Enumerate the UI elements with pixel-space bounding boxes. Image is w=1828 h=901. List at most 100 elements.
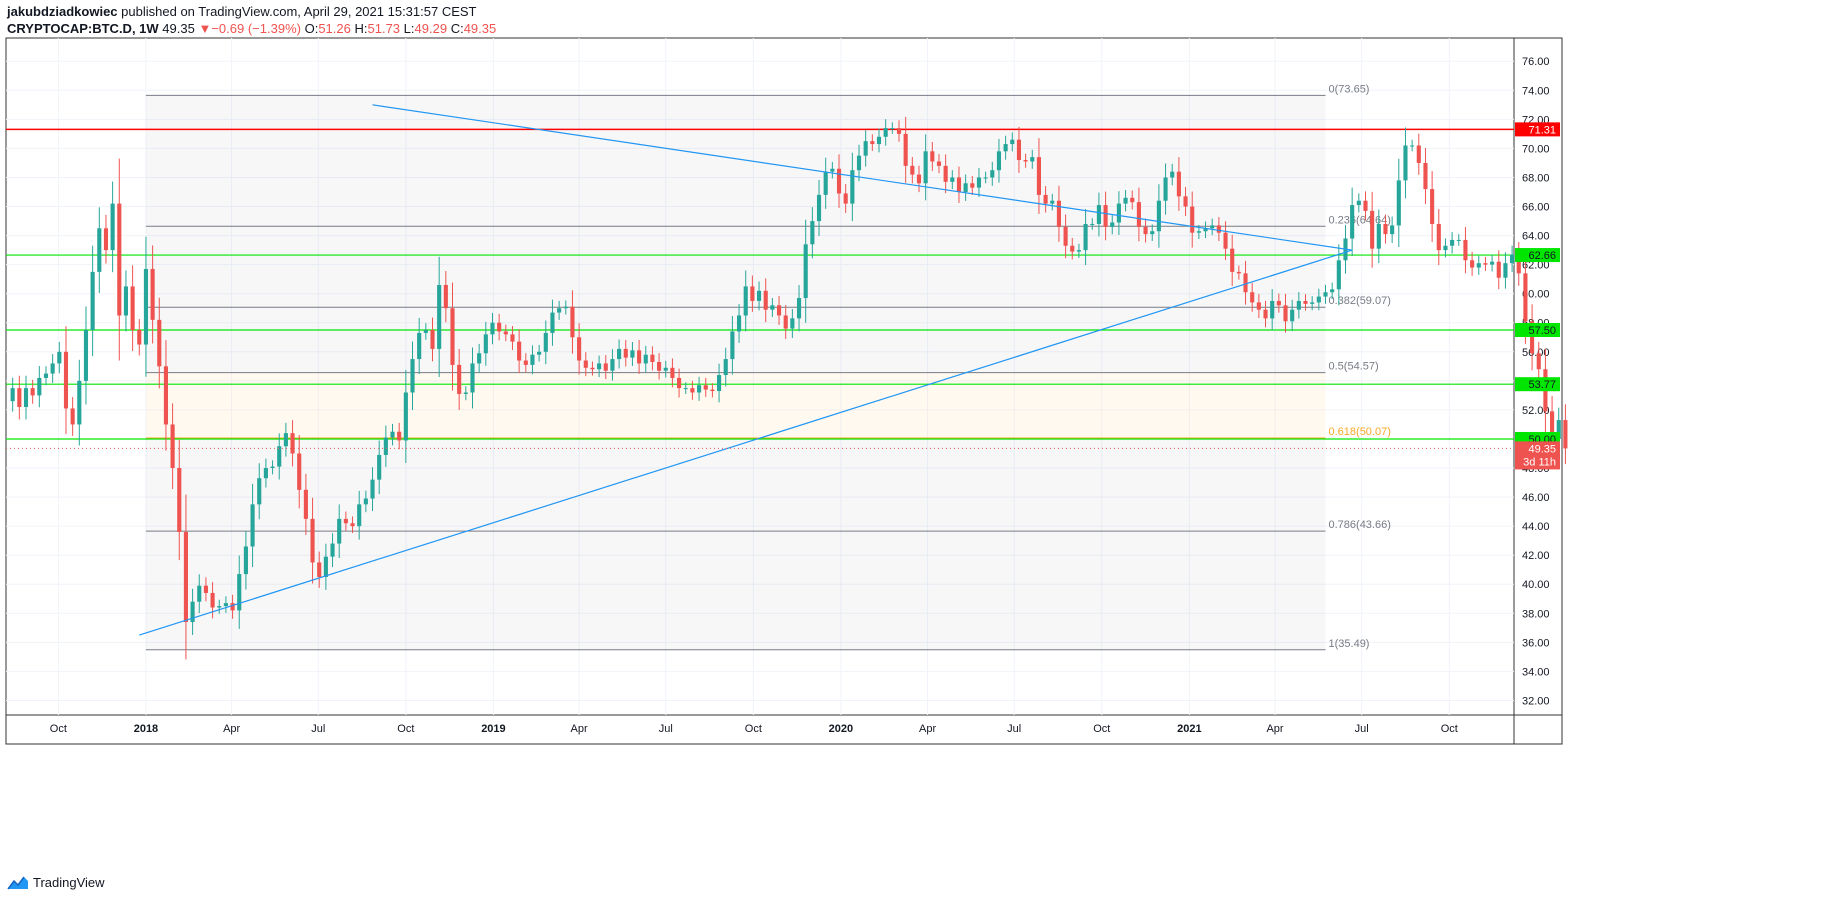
candle (450, 308, 455, 365)
tradingview-brand[interactable]: TradingView (7, 875, 105, 890)
candle (83, 330, 89, 381)
candle (563, 306, 568, 309)
fib-zone (145, 95, 1326, 227)
candle (610, 359, 615, 371)
author-name[interactable]: jakubdziadkowiec (7, 4, 118, 19)
price-tick-label: 52.00 (1522, 405, 1550, 417)
candle (230, 603, 235, 611)
candle (337, 518, 342, 544)
candle (1390, 225, 1395, 235)
candle (1210, 225, 1215, 229)
candle (1243, 273, 1248, 293)
candle (1170, 171, 1175, 178)
candle (1490, 261, 1495, 265)
candle (890, 128, 895, 130)
candle (803, 244, 808, 299)
time-tick-label: Oct (397, 723, 414, 735)
candle (550, 312, 555, 333)
candle (743, 286, 748, 316)
candle (1090, 223, 1095, 225)
candle (1216, 225, 1221, 233)
candle (270, 466, 275, 469)
price-tick-label: 38.00 (1522, 608, 1550, 620)
time-tick-label: 2018 (134, 723, 158, 735)
candle (770, 305, 775, 310)
candle (923, 151, 928, 184)
candle (43, 373, 49, 378)
candle (1110, 222, 1115, 227)
candle (1303, 300, 1308, 304)
candle (497, 322, 502, 332)
candle (123, 286, 129, 316)
candle (1416, 145, 1421, 163)
candle (796, 298, 802, 319)
candle (1556, 420, 1561, 439)
candle (1103, 205, 1108, 227)
candle (830, 168, 835, 172)
resistance-price-tag (1515, 122, 1560, 137)
candle (670, 367, 675, 378)
fib-level-label: 1(35.49) (1329, 638, 1370, 650)
candle (250, 504, 255, 547)
candle (1156, 200, 1161, 232)
candle (150, 268, 155, 320)
candle (163, 366, 169, 425)
candle (910, 165, 915, 175)
symbol-interval[interactable]: CRYPTOCAP:BTC.D, 1W (7, 21, 159, 36)
candle (183, 531, 188, 623)
candle (1530, 321, 1535, 354)
candle (1290, 309, 1295, 322)
candle (430, 330, 435, 349)
candle (410, 359, 415, 393)
candle (103, 228, 109, 251)
candle (823, 171, 828, 195)
candle (650, 354, 655, 362)
candle (637, 350, 642, 364)
candle (1010, 139, 1015, 145)
price-tag-label: 53.77 (1528, 379, 1556, 391)
candle (490, 322, 495, 335)
candle (1083, 223, 1088, 251)
candle (383, 437, 388, 455)
candle (570, 306, 575, 338)
time-tick-label: Apr (223, 723, 240, 735)
candle (956, 177, 962, 192)
candle (1136, 202, 1141, 227)
candle (217, 606, 222, 608)
support-price-tag (1515, 248, 1560, 263)
candle (583, 360, 588, 368)
time-tick-label: Oct (1093, 723, 1110, 735)
candle (870, 141, 875, 145)
time-tick-label: Apr (919, 723, 936, 735)
candle (143, 268, 149, 345)
candle (403, 392, 408, 441)
candle (10, 388, 15, 402)
fib-level-label: 0.5(54.57) (1329, 361, 1379, 373)
candle (730, 331, 735, 360)
candle (1250, 292, 1255, 303)
candle (243, 546, 248, 575)
price-tick-label: 70.00 (1522, 143, 1550, 155)
candle (850, 170, 855, 204)
candle (390, 431, 395, 438)
time-tick-label: Apr (1266, 723, 1283, 735)
time-tick-label: Oct (745, 723, 762, 735)
price-tick-label: 44.00 (1522, 521, 1550, 533)
candle (1410, 145, 1415, 147)
close-value: 49.35 (463, 21, 497, 36)
candle (1036, 157, 1042, 195)
open-label: O: (304, 21, 319, 36)
candle (463, 392, 468, 394)
candle (863, 141, 868, 156)
candle (50, 363, 55, 374)
candle (477, 353, 482, 364)
candle (303, 489, 308, 519)
candle (603, 363, 608, 371)
candle (310, 518, 315, 563)
time-tick-label: 2019 (481, 723, 505, 735)
candle (810, 221, 815, 245)
candle (1536, 353, 1541, 370)
time-tick-label: 2020 (829, 723, 853, 735)
candle (237, 574, 242, 611)
